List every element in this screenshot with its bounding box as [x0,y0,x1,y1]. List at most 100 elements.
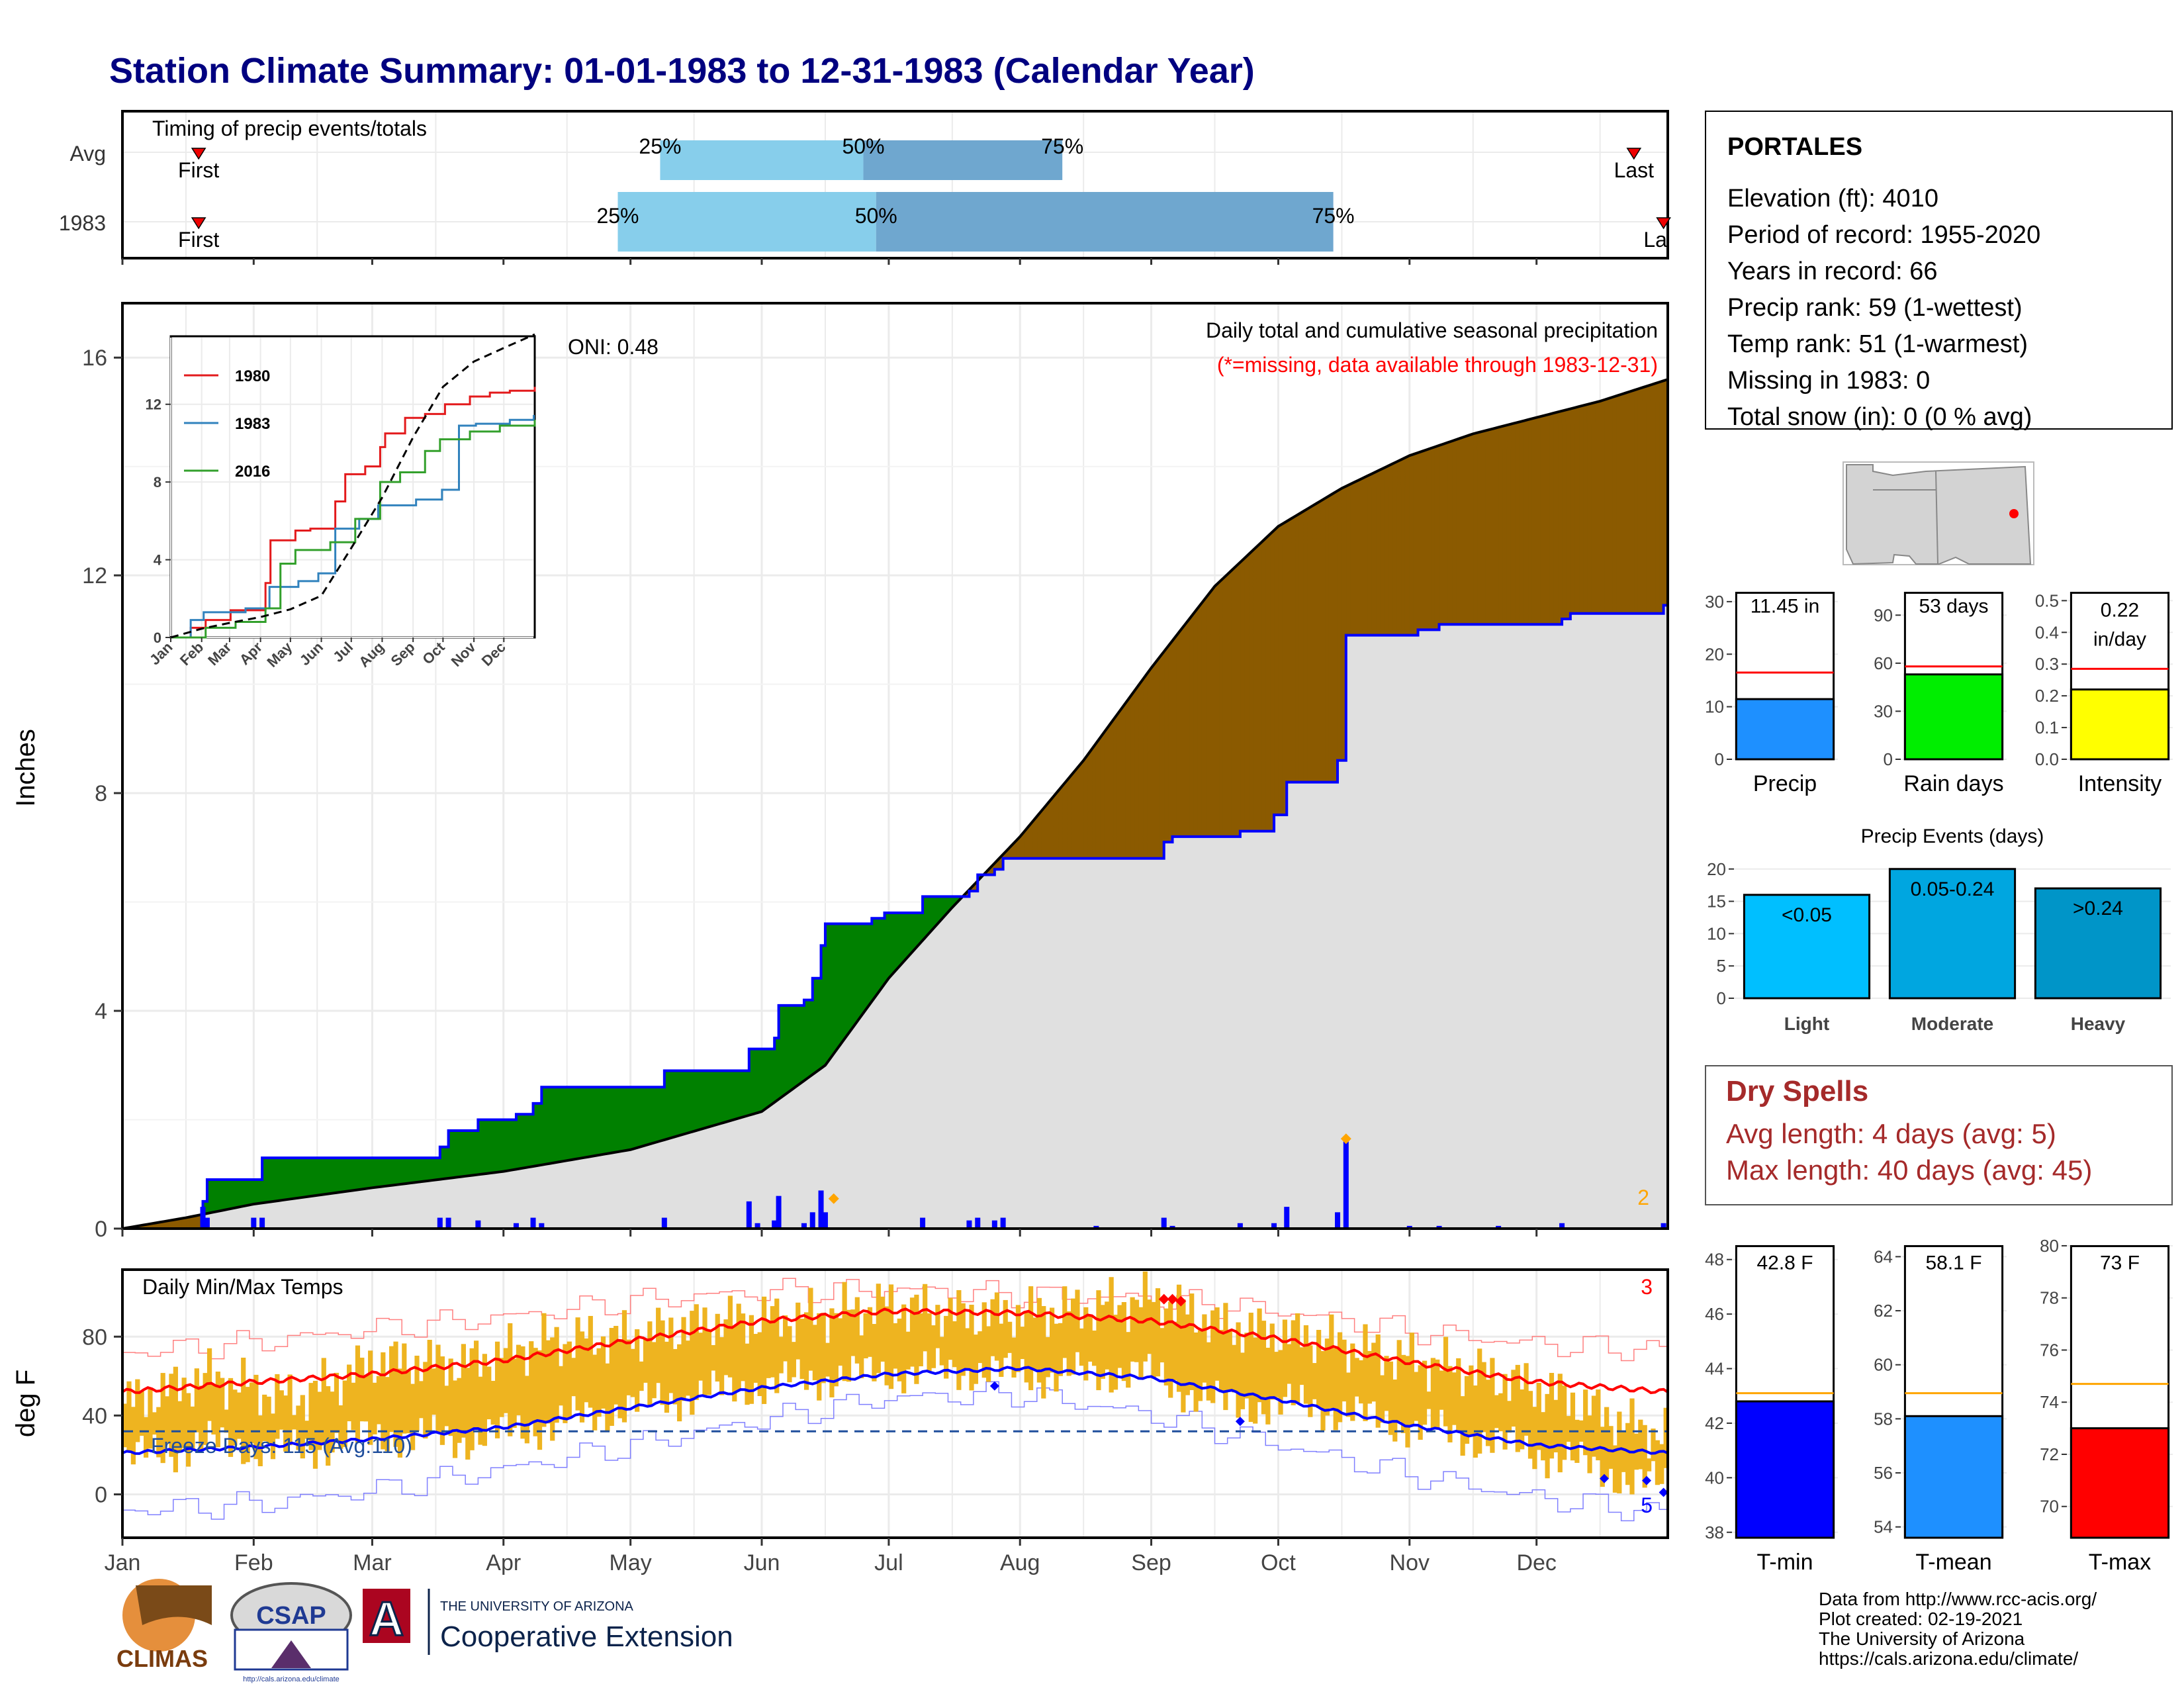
temp-daily-bar [1003,1299,1008,1358]
temp-daily-bar [1545,1393,1550,1479]
tmin-y-tick-label: 38 [1705,1523,1724,1542]
precip-y-tick-label: 4 [95,999,107,1024]
precip-daily-bar [1271,1223,1277,1229]
tmin-y-tick-label: 44 [1705,1359,1724,1379]
temp-daily-bar [139,1390,144,1436]
intensity-chart: 0.0 0.1 0.2 0.3 0.4 0.5 0.22 in/day Intensity [2035,590,2173,796]
temp-daily-bar [291,1415,297,1430]
intensity-y-tick-label: 0.1 [2035,718,2059,737]
precip_total-category-label: Precip [1753,771,1817,796]
tmean-value-label: 58.1 F [1925,1252,1981,1274]
precip-daily-bar [1406,1225,1412,1229]
tmax-y-tick-label: 74 [2040,1392,2059,1412]
temp-daily-bar [1506,1401,1512,1433]
temp-daily-bar [782,1315,788,1362]
temp-daily-bar [1371,1342,1377,1402]
temp-daily-bar [1312,1363,1317,1399]
temp-daily-bar [287,1374,293,1446]
hot-days-count: 3 [1641,1275,1653,1299]
temp-daily-bar [177,1401,183,1452]
temp-daily-bar [1333,1348,1338,1430]
temp-daily-bar [1240,1352,1246,1409]
temp-daily-bar [1066,1311,1071,1376]
page-title: Station Climate Summary: 01-01-1983 to 1… [109,51,1255,91]
temp-daily-bar [1430,1358,1435,1430]
temp-daily-bar [122,1403,128,1448]
temp-daily-bar [490,1381,496,1425]
precip-daily-bar [975,1217,981,1229]
temp-daily-bar [1596,1389,1601,1461]
temp-daily-bar [931,1325,936,1368]
temp-daily-bar [249,1382,255,1444]
temp-summary-bars: 38 40 42 44 46 48 42.8 F T-min 54 56 58 60 62 64 58.1 … [1705,1236,2173,1575]
timing-bar-q3 [863,140,1063,180]
tmax-y-tick-label: 72 [2040,1444,2059,1464]
tmean-category-label: T-mean [1915,1550,1991,1575]
rain_days-chart: 0 30 60 90 53 days Rain days [1874,591,2007,796]
station-elevation: Elevation (ft): 4010 [1727,185,1938,212]
temp-daily-bar [1324,1338,1330,1416]
temp-daily-bar [753,1334,758,1383]
station-location-marker [2009,509,2019,518]
precip-daily-bar [1093,1225,1099,1229]
temp-daily-bar [888,1284,894,1389]
temp-daily-bar [1011,1337,1017,1378]
temp-daily-bar [1574,1419,1580,1463]
temp-daily-bar [1663,1407,1668,1468]
temp-daily-bar [668,1317,674,1393]
temp-daily-bar [465,1368,471,1460]
events-y-tick-label: 10 [1707,923,1726,943]
tmax-category-label: T-max [2089,1550,2151,1575]
tmax-y-tick-label: 70 [2040,1497,2059,1517]
temp-daily-bar [1426,1391,1432,1409]
temp-daily-bar [1651,1429,1656,1462]
temp-daily-bar [1562,1385,1567,1460]
temp-daily-bar [410,1383,416,1450]
temp-daily-bar [1269,1323,1275,1400]
precip-daily-bar [818,1190,824,1229]
temp-daily-bar [385,1377,390,1452]
intensity-y-tick-label: 0.3 [2035,654,2059,674]
temp-daily-bar [821,1313,826,1383]
events-category-label: Moderate [1911,1013,1993,1034]
temp-daily-bar [550,1337,555,1441]
timing-last-label: Last [1614,158,1655,182]
temp-daily-bar [745,1343,750,1405]
temp-daily-bar [621,1310,627,1423]
timing-first-marker [191,217,206,230]
precip-daily-bar [251,1217,257,1229]
temp-daily-bar [1642,1425,1647,1488]
tmin-y-tick-label: 48 [1705,1250,1724,1270]
temp-daily-bar [1155,1288,1161,1377]
temp-daily-bar [1338,1332,1343,1423]
temp-daily-bar [791,1342,796,1378]
temp-daily-bar [199,1385,204,1450]
tmin-y-tick-label: 46 [1705,1304,1724,1324]
temp-record-min-line [122,1381,1668,1522]
credit-data-source: Data from http://www.rcc-acis.org/ [1819,1589,2097,1609]
temp-daily-bar [1032,1317,1038,1371]
temp-daily-bar [537,1350,543,1450]
station-missing: Missing in 1983: 0 [1727,367,1930,395]
temp-daily-bar [308,1383,314,1450]
temp-daily-bar [1388,1361,1393,1435]
temp-daily-bar [1303,1325,1309,1404]
temp-daily-bar [867,1307,873,1357]
temp-daily-bar [330,1391,335,1453]
temp-daily-bar [1511,1370,1516,1427]
temp-daily-bar [393,1341,398,1447]
temp-daily-bar [414,1355,420,1431]
temp-daily-bar [1058,1323,1063,1376]
temp-daily-bar [1096,1290,1101,1391]
temp-daily-bar [575,1317,580,1411]
temp-daily-bar [245,1387,250,1462]
rain_days-bar [1903,673,2004,761]
timing-last-marker [1656,217,1671,230]
dry-spells-frame [1705,1065,2173,1205]
temp-daily-bar [571,1358,576,1397]
temp-daily-bar [1469,1365,1474,1435]
temp-daily-bar [1041,1306,1046,1399]
tmin-category-label: T-min [1757,1550,1813,1575]
temp-daily-bar [1024,1311,1029,1383]
temp-y-axis: 0 40 80 [82,1325,122,1507]
